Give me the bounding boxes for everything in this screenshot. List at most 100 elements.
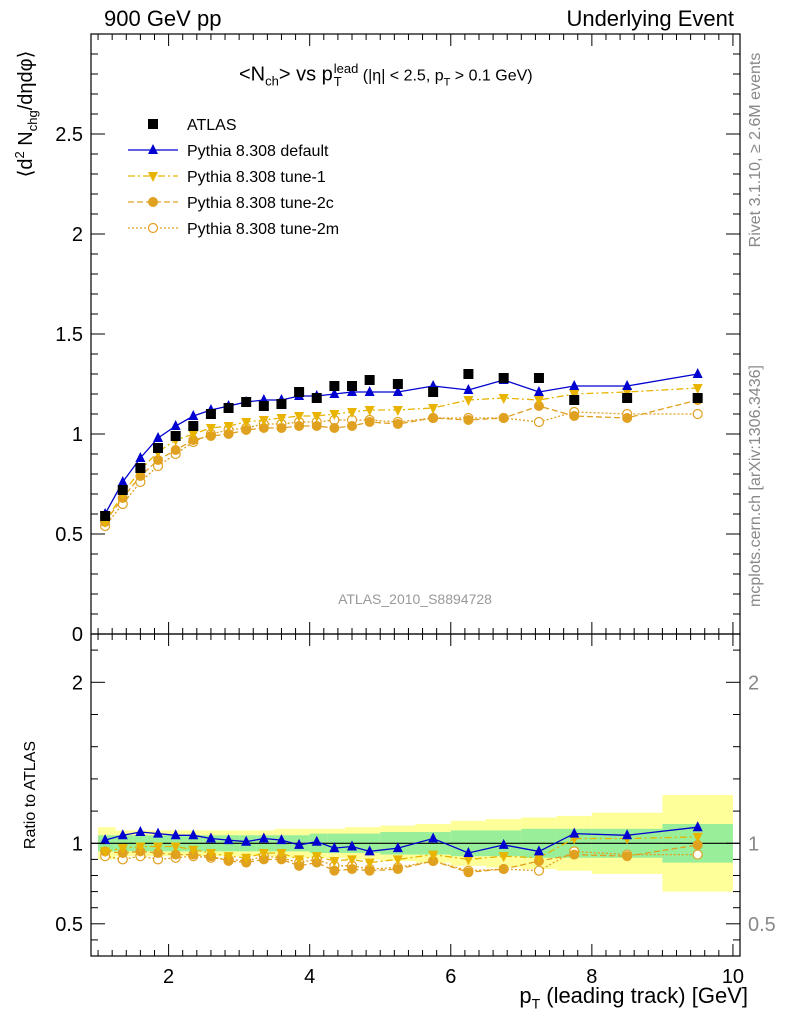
main-series-point [311,412,322,422]
x-tick-label: 8 [586,966,597,988]
main-series-point [241,425,252,435]
ratio-series-point [692,832,703,843]
ratio-series-point [428,850,439,861]
legend-marker-4 [147,222,159,234]
ratio-y-tick-label-right: 1 [748,833,759,855]
main-series-point [188,410,199,420]
main-series-point [153,455,164,465]
main-series-point [153,432,164,442]
main-series-point [533,416,545,428]
ratio-series-point [258,832,269,843]
ratio-panel-frame [90,633,741,957]
main-y-tick-label: 2 [72,224,83,246]
ratio-series-point [241,835,252,846]
main-series-point [294,421,305,431]
ratio-y-tick-label: 0.5 [55,914,83,936]
title-sub-ch: ch [265,73,279,89]
ratio-series-point [170,842,181,853]
atlas-data-point [188,421,199,431]
atlas-data-point [241,397,252,407]
main-y-tick-label: 1 [72,424,83,446]
atlas-data-point [170,431,181,441]
atlas-data-point [294,387,305,397]
ratio-series-point [241,853,252,864]
main-y-tick-label: 1.5 [55,324,83,346]
x-tick-label: 10 [722,966,744,988]
ratio-series-point [463,846,474,857]
atlas-data-point [498,373,509,383]
main-series-line [104,411,698,527]
main-series-point [498,394,509,404]
main-series-point [347,421,358,431]
main-series-point [223,422,234,432]
ratio-series-point [692,821,703,832]
ratio-series-point [276,834,287,845]
atlas-data-point [205,409,216,419]
ratio-series-point [311,852,322,863]
ratio-series-point [100,834,111,845]
ratio-series-point [347,840,358,851]
title-part-b: > vs p [278,63,333,86]
main-series-point [170,445,181,455]
x-axis-label: pT (leading track) [GeV] [519,983,748,1011]
atlas-data-point [276,399,287,409]
main-series-point [276,423,287,433]
xlabel-sub: T [531,995,541,1012]
title-part-d: > 0.1 GeV) [450,67,533,85]
legend-marker-3 [148,197,158,207]
main-series-point [258,416,269,426]
ratio-series-point [311,857,322,868]
ratio-series-point [153,847,164,858]
chart-title: <Nch> vs p lead T (|η| < 2.5, pT > 0.1 GeV… [239,62,533,88]
ratio-series-point [100,847,111,858]
main-series-point [329,388,340,398]
main-series-point [569,380,580,390]
ratio-series-point [347,855,358,866]
ratio-series-point [311,835,322,846]
atlas-data-point [569,395,580,405]
x-tick-label: 2 [163,966,174,988]
legend-marker-1 [148,144,158,154]
ratio-series-point [329,865,340,876]
ratio-series-point [392,864,403,875]
ratio-series-point [223,852,234,863]
main-series-point [188,430,199,440]
atlas-data-point [153,443,164,453]
ratio-series-point [153,842,164,853]
ratio-series-point [223,834,234,845]
main-series-point [364,406,375,416]
atlas-data-point [533,373,544,383]
main-series-point [463,384,474,394]
header-right: Underlying Event [566,6,734,31]
ratio-series-point [364,858,375,869]
main-series-point [622,380,633,390]
x-tick-label: 4 [304,966,315,988]
ratio-series-point [428,856,439,867]
header-left: 900 GeV pp [104,6,222,31]
main-series-point [329,423,340,433]
ratio-series-point [294,838,305,849]
main-series-point [692,368,703,378]
ratio-series-point [347,864,358,875]
ratio-series-point [135,826,146,837]
ratio-y-tick-label-right: 2 [748,672,759,694]
xlabel-part-b: (leading track) [GeV] [540,983,748,1008]
ratio-series-point [258,854,269,865]
main-series-point [241,418,252,428]
ratio-series-point [498,864,509,875]
atlas-data-point [100,511,111,521]
main-series-point [364,386,375,396]
title-sub-t2: T [443,76,451,89]
main-series-point [276,414,287,424]
legend-label: Pythia 8.308 tune-2m [187,221,339,238]
atlas-data-point [622,393,633,403]
atlas-data-point [311,393,322,403]
main-y-tick-label: 0.5 [55,524,83,546]
legend-marker-0 [148,119,158,129]
ratio-series-line [104,826,698,854]
title-part-a: <N [239,63,266,86]
ratio-series-point [135,842,146,853]
ratio-series-point [364,865,375,876]
main-series-point [622,413,633,423]
